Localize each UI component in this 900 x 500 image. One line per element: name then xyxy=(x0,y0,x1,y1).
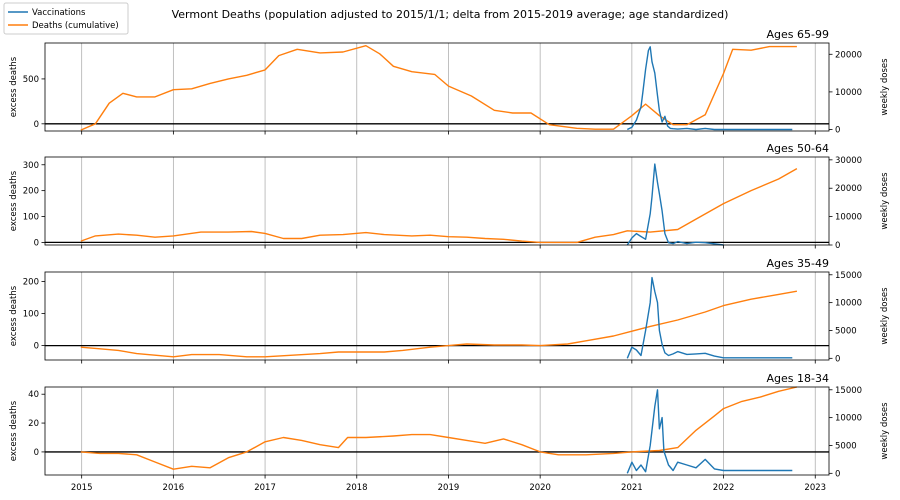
y-tick-label: 40 xyxy=(28,390,39,400)
panel-title: Ages 65-99 xyxy=(767,28,829,41)
y-tick-label: 200 xyxy=(23,278,39,288)
series-line-deaths-cumulative xyxy=(80,167,798,244)
y-axis-label: excess deaths xyxy=(9,285,19,346)
y2-tick-label: 0 xyxy=(835,354,840,364)
x-tick-label: 2020 xyxy=(529,483,551,493)
series-line-deaths-cumulative xyxy=(80,45,797,131)
series-line-deaths-cumulative xyxy=(80,386,798,470)
y2-tick-label: 0 xyxy=(835,125,840,135)
y2-axis-label: weekly doses xyxy=(880,402,890,460)
y-axis-label: excess deaths xyxy=(9,170,19,231)
series-line-vaccinations xyxy=(626,163,724,246)
x-tick-label: 2019 xyxy=(438,483,460,493)
y2-tick-label: 20000 xyxy=(835,50,862,60)
y2-tick-label: 15000 xyxy=(835,271,862,281)
plot-frame xyxy=(44,156,830,246)
x-tick-label: 2015 xyxy=(71,483,93,493)
x-tick-label: 2017 xyxy=(254,483,276,493)
figure-title: Vermont Deaths (population adjusted to 2… xyxy=(172,8,729,21)
y2-tick-label: 15000 xyxy=(835,386,862,396)
x-tick-label: 2021 xyxy=(621,483,643,493)
y-tick-label: 200 xyxy=(23,187,39,197)
x-tick-label: 2018 xyxy=(346,483,368,493)
x-tick-label: 2023 xyxy=(804,483,826,493)
y2-tick-label: 5000 xyxy=(835,326,857,336)
legend-box xyxy=(3,2,129,35)
y2-axis-label: weekly doses xyxy=(880,172,890,230)
y-axis-label: excess deaths xyxy=(9,56,19,117)
y-tick-label: 500 xyxy=(23,75,39,85)
panel-ages-18-34: 2015 2016 2017 2018 2019 2020 2021 2022 2023 0 20 4… xyxy=(9,372,890,493)
x-tick-label: 2016 xyxy=(163,483,185,493)
y2-tick-label: 20000 xyxy=(835,184,862,194)
series-line-vaccinations xyxy=(626,389,793,474)
y-axis-label: excess deaths xyxy=(9,400,19,461)
series-line-vaccinations xyxy=(626,276,793,359)
plot-frame xyxy=(44,386,830,476)
y-tick-label: 0 xyxy=(34,120,39,130)
y-tick-label: 300 xyxy=(23,161,39,171)
y2-axis-label: weekly doses xyxy=(880,58,890,116)
y2-tick-label: 0 xyxy=(835,469,840,479)
series-line-deaths-cumulative xyxy=(80,290,798,358)
y2-tick-label: 10000 xyxy=(835,88,862,98)
y2-tick-label: 30000 xyxy=(835,156,862,166)
y2-tick-label: 10000 xyxy=(835,213,862,223)
panel-ages-50-64: 0 100 200 300 0 10000 20000 30000 Ages 50-64 exce… xyxy=(9,142,890,251)
y-tick-label: 0 xyxy=(34,238,39,248)
legend-label-deaths: Deaths (cumulative) xyxy=(32,21,119,31)
y-tick-label: 100 xyxy=(23,310,39,320)
y2-tick-label: 10000 xyxy=(835,299,862,309)
y-tick-label: 100 xyxy=(23,213,39,223)
panel-title: Ages 50-64 xyxy=(767,142,829,155)
y-tick-label: 20 xyxy=(28,419,39,429)
plot-frame xyxy=(44,271,830,361)
panel-title: Ages 35-49 xyxy=(767,257,829,270)
plot-frame xyxy=(44,42,830,132)
legend: Vaccinations Deaths (cumulative) xyxy=(3,2,129,35)
legend-label-vaccinations: Vaccinations xyxy=(32,8,86,18)
y-tick-label: 0 xyxy=(34,448,39,458)
y-tick-label: 0 xyxy=(34,342,39,352)
y2-tick-label: 10000 xyxy=(835,414,862,424)
y2-axis-label: weekly doses xyxy=(880,287,890,345)
series-line-vaccinations xyxy=(626,46,793,131)
y2-tick-label: 5000 xyxy=(835,441,857,451)
x-tick-label: 2022 xyxy=(713,483,735,493)
panel-title: Ages 18-34 xyxy=(767,372,829,385)
panel-ages-35-49: 0 100 200 0 5000 10000 15000 Ages 35-49 excess d… xyxy=(9,257,890,364)
y2-tick-label: 0 xyxy=(835,241,840,251)
